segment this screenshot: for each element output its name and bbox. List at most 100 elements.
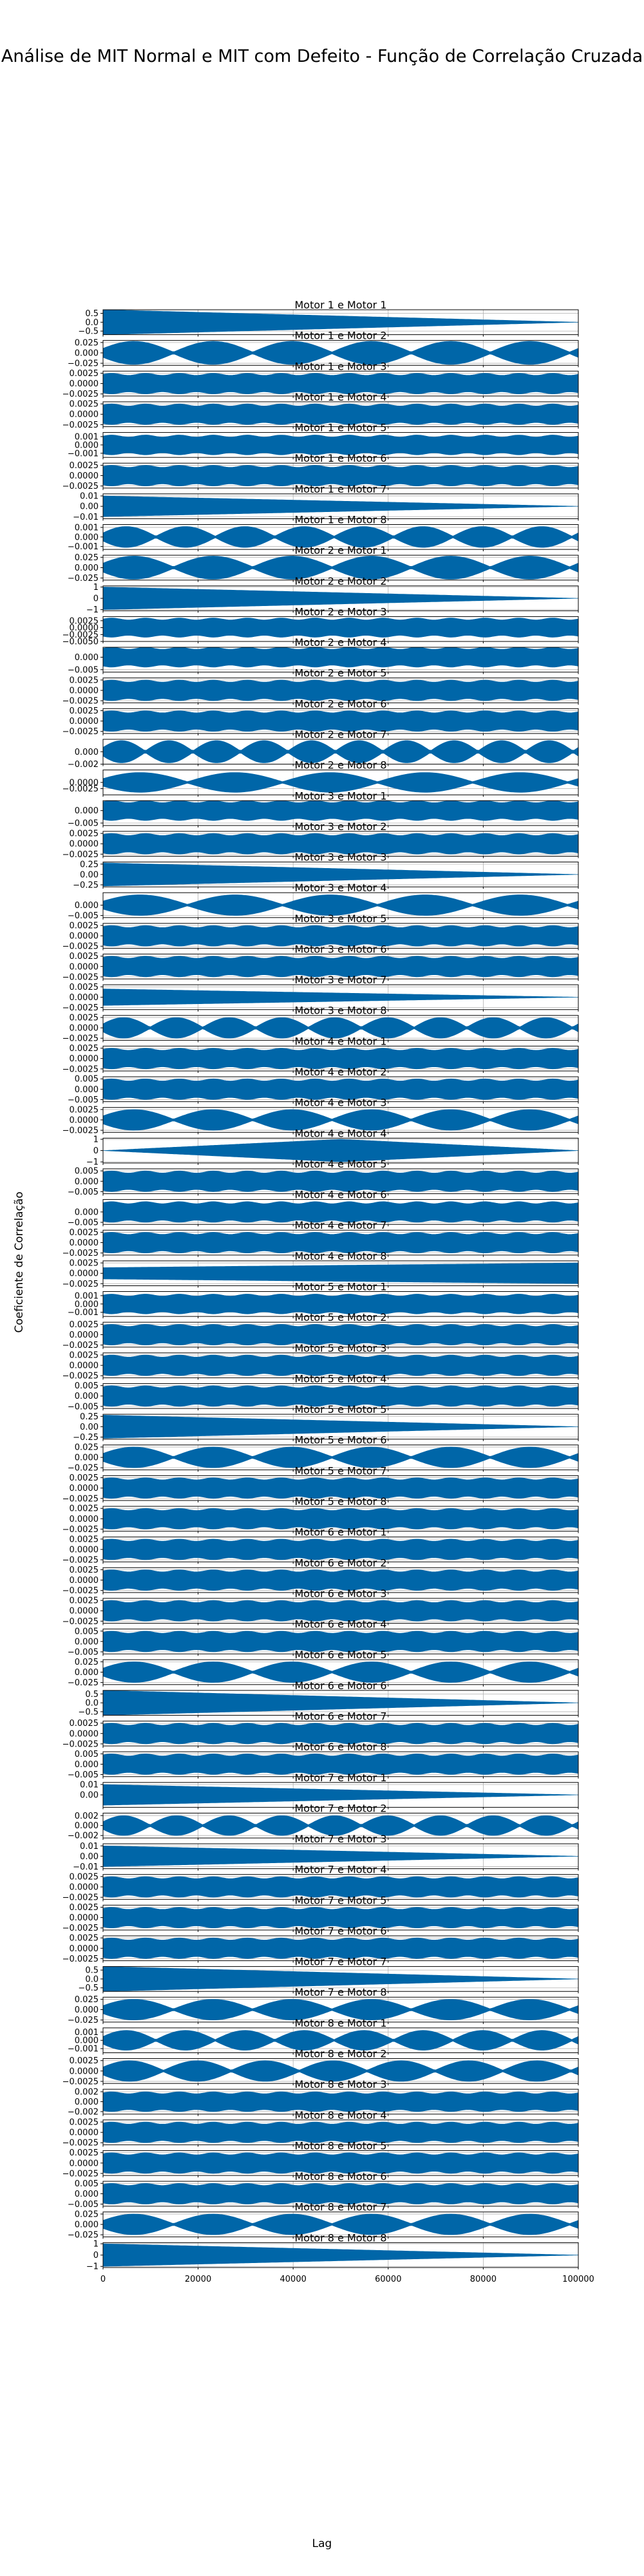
y-tick-label: 0.0025 (70, 1872, 99, 1882)
y-tick-label: 0.0025 (70, 1596, 99, 1606)
subplot-title: Motor 5 e Motor 1 (294, 1281, 386, 1293)
y-tick-label: 0.005 (75, 1627, 99, 1636)
series-line (103, 1999, 578, 2021)
y-tick-label: −1 (86, 2262, 99, 2272)
y-tick-label: 0.25 (80, 860, 99, 869)
subplot-title: Motor 3 e Motor 8 (294, 1005, 386, 1017)
subplot-frame (102, 1383, 579, 1409)
series-line (103, 710, 578, 732)
series-line (103, 1937, 578, 1959)
y-tick-label: 0.000 (75, 2221, 99, 2230)
y-tick-label: −0.005 (68, 1647, 99, 1657)
subplot-title: Motor 8 e Motor 4 (294, 2109, 386, 2121)
subplot-13: 0.0025 0.0000−0.0025 Motor 2 e Motor 5 (62, 667, 579, 706)
subplot-frame (102, 1751, 579, 1777)
subplot-title: Motor 8 e Motor 8 (294, 2231, 386, 2244)
subplot-title: Motor 7 e Motor 6 (294, 1925, 386, 1937)
series-line (103, 1139, 578, 1162)
y-tick-label: −0.001 (68, 449, 99, 459)
y-tick-label: 0.000 (75, 348, 99, 358)
y-tick-label: 0.25 (80, 1412, 99, 1422)
y-tick-label: 0.0000 (70, 2128, 99, 2138)
y-tick-label: 0.0000 (70, 1269, 99, 1279)
y-tick-label: −0.0025 (62, 784, 99, 794)
subplot-title: Motor 2 e Motor 1 (294, 544, 386, 556)
subplot-frame (102, 432, 579, 458)
subplot-38: 0.025 0.000−0.025 Motor 5 e Motor 6 (68, 1434, 579, 1473)
subplot-frame (102, 1996, 579, 2023)
y-tick-label: 0.0000 (70, 1729, 99, 1739)
subplot-26: 0.0050.000−0.005 Motor 4 e Motor 2 (68, 1066, 579, 1105)
y-tick-label: 0.0000 (70, 778, 99, 788)
series-line (103, 2121, 578, 2143)
series-line (103, 1170, 578, 1192)
subplot-frame (102, 831, 579, 857)
subplot-frame (102, 340, 579, 366)
subplot-title: Motor 2 e Motor 6 (294, 697, 386, 710)
y-tick-label: 1 (93, 1135, 99, 1145)
subplot-frame (102, 1137, 579, 1164)
y-tick-label: −0.0025 (62, 1556, 99, 1566)
series-line (103, 495, 578, 517)
series-line (103, 833, 578, 855)
y-tick-label: −0.0025 (62, 1586, 99, 1596)
y-tick-label: 0.0025 (70, 1351, 99, 1361)
series-line (103, 1017, 578, 1039)
subplot-title: Motor 4 e Motor 4 (294, 1127, 386, 1139)
y-tick-label: 0.000 (75, 2005, 99, 2015)
subplot-title: Motor 1 e Motor 2 (294, 330, 386, 342)
subplot-title: Motor 5 e Motor 2 (294, 1311, 386, 1323)
y-tick-label: 0.0025 (70, 1473, 99, 1483)
y-tick-label: 0.00 (80, 1423, 99, 1432)
series-line (103, 1262, 578, 1284)
subplot-frame (102, 1843, 579, 1870)
y-tick-label: −0.025 (68, 1678, 99, 1688)
y-tick-label: 0.000 (75, 564, 99, 573)
subplot-title: Motor 7 e Motor 3 (294, 1833, 386, 1845)
subplot-frame (102, 1076, 579, 1103)
series-line (103, 2183, 578, 2204)
series-line (103, 403, 578, 425)
subplot-frame (102, 1659, 579, 1685)
y-tick-label: −0.0025 (62, 1617, 99, 1627)
subplot-frame (102, 862, 579, 887)
y-tick-label: 0.025 (75, 1658, 99, 1667)
subplot-title: Motor 1 e Motor 1 (294, 299, 386, 311)
y-tick-label: −0.0025 (62, 1003, 99, 1013)
subplot-frame (102, 2119, 579, 2145)
y-tick-label: 0.005 (75, 1750, 99, 1759)
series-line (103, 862, 578, 887)
y-tick-label: −0.005 (68, 911, 99, 921)
subplot-63: 0.025 0.000−0.025 Motor 8 e Motor 7 (68, 2201, 579, 2240)
y-tick-label: −0.0025 (62, 2077, 99, 2087)
subplot-frame (102, 923, 579, 949)
y-tick-label: −0.0025 (62, 1249, 99, 1258)
y-tick-label: 0 (93, 594, 99, 604)
y-tick-label: 0.000 (75, 1454, 99, 1463)
y-tick-label: 0.000 (75, 901, 99, 911)
subplot-title: Motor 8 e Motor 7 (294, 2201, 386, 2213)
subplot-title: Motor 4 e Motor 1 (294, 1035, 386, 1047)
subplot-title: Motor 4 e Motor 2 (294, 1066, 386, 1078)
series-line (103, 1477, 578, 1499)
subplot-title: Motor 6 e Motor 3 (294, 1587, 386, 1600)
y-tick-label: 0.0025 (70, 1259, 99, 1269)
series-line (103, 465, 578, 486)
subplot-title: Motor 6 e Motor 7 (294, 1710, 386, 1722)
subplot-frame (102, 770, 579, 795)
y-tick-label: −0.0025 (62, 1494, 99, 1504)
y-tick-label: −0.005 (68, 1095, 99, 1105)
series-line (103, 679, 578, 701)
subplot-frame (102, 1720, 579, 1747)
subplot-frame (102, 1506, 579, 1532)
subplot-title: Motor 5 e Motor 7 (294, 1464, 386, 1477)
